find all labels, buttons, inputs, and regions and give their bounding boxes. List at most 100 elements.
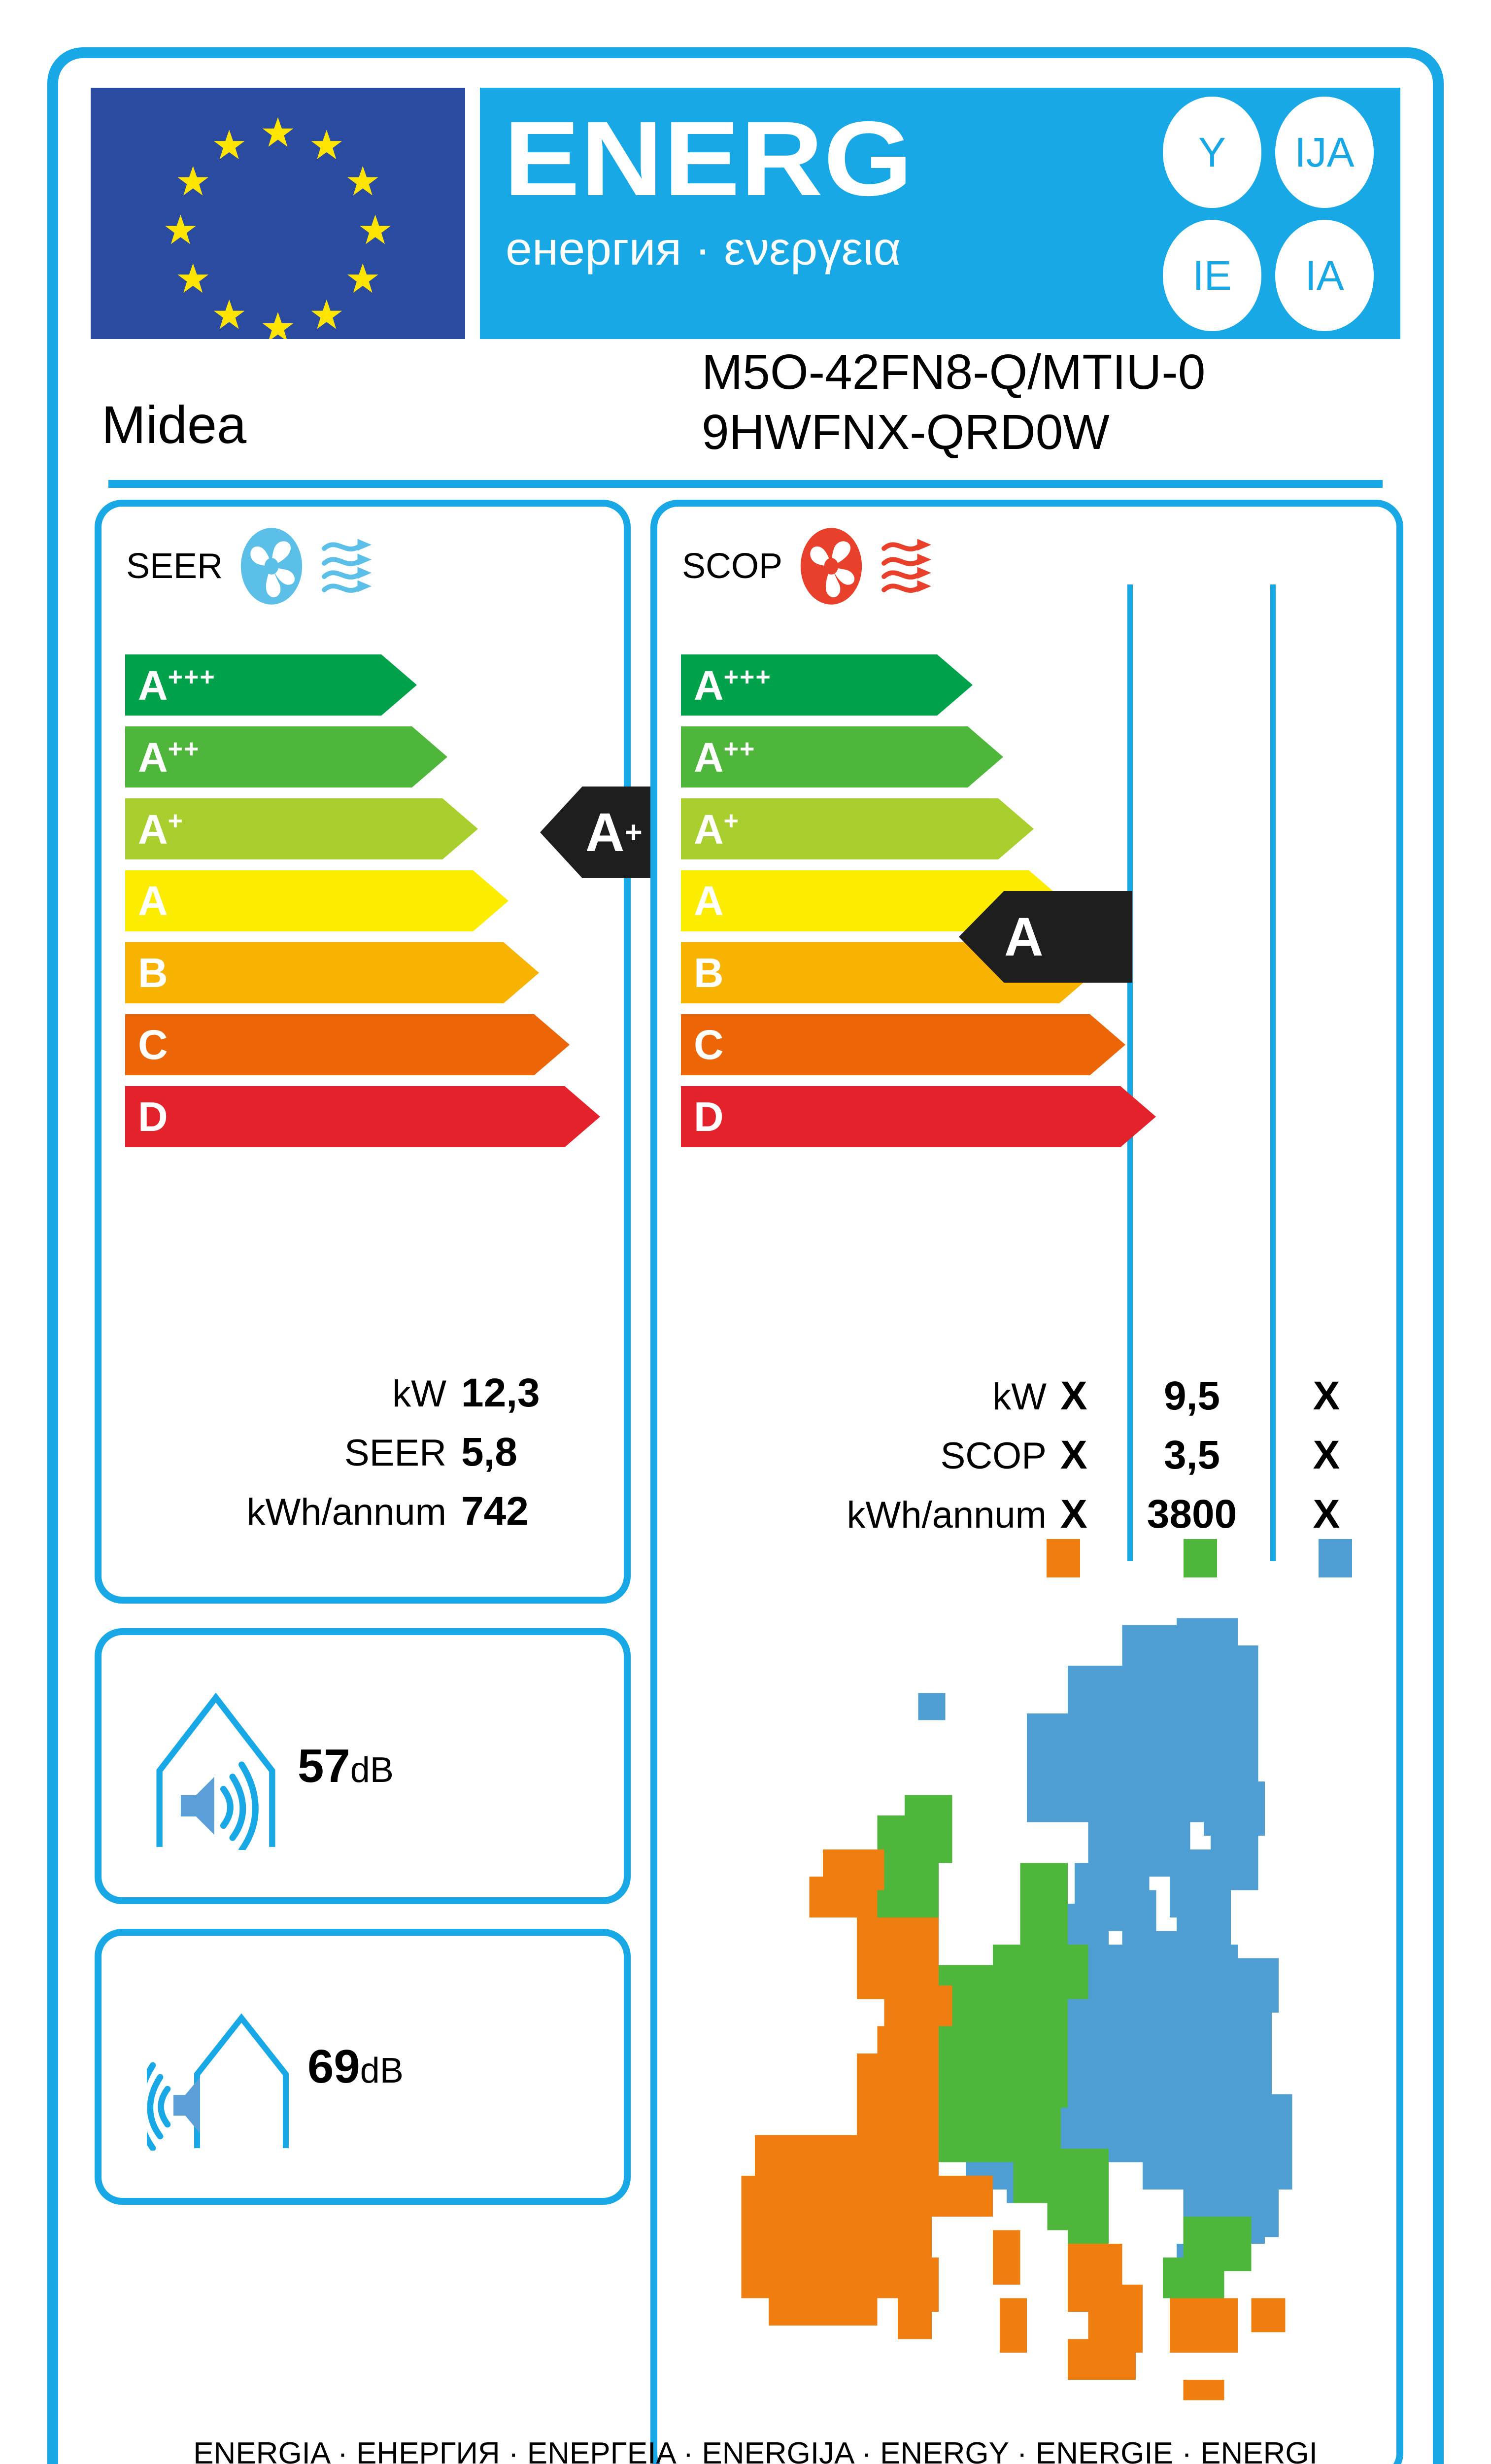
label-header: ENERG енергия · ενεργεια Y IJA IE IA	[91, 88, 1400, 339]
indoor-noise-value-group: 57dB	[298, 1739, 394, 1793]
energ-wordmark: ENERG	[504, 99, 914, 218]
scop-column-divider-2	[1270, 584, 1276, 1561]
model-line-1: M5O-42FN8-Q/MTIU-0	[702, 344, 1206, 400]
scop-column-divider-1	[1127, 584, 1133, 1561]
model-line-2: 9HWFNX-QRD0W	[702, 405, 1110, 460]
seer-rating-letter: A	[585, 802, 625, 863]
scop-class-bar-body: C	[681, 1014, 1090, 1075]
outdoor-noise-value-group: 69dB	[307, 2040, 404, 2094]
language-suffix-ovals: Y IJA IE IA	[1163, 97, 1380, 332]
scop-class-bar-tip	[968, 726, 1003, 787]
seer-class-bar-body: B	[125, 942, 504, 1003]
scop-class-bar-tip	[937, 654, 973, 716]
seer-panel-header: SEER	[126, 527, 415, 605]
scop-class-bar: C	[681, 1014, 1156, 1075]
scop-value-label: kWh/annum	[847, 1494, 1047, 1536]
scop-class-bar-body: A	[681, 870, 1029, 931]
scop-class-bar: A	[681, 870, 1156, 931]
scop-class-bar-label: D	[694, 1094, 724, 1140]
indoor-noise-row: 57dB	[102, 1635, 624, 1897]
scop-class-bar: D	[681, 1086, 1156, 1147]
seer-value-number: 5,8	[461, 1430, 517, 1474]
seer-class-bar-body: A+	[125, 798, 442, 859]
seer-class-bar-tip	[534, 1014, 570, 1075]
seer-class-bar-tip	[504, 942, 539, 1003]
seer-class-bar: A+++	[125, 654, 600, 716]
climate-swatch-warm	[1047, 1539, 1080, 1577]
seer-class-bar-label: C	[138, 1022, 168, 1068]
energ-logo-block: ENERG енергия · ενεργεια Y IJA IE IA	[480, 88, 1400, 339]
seer-class-bar: A+	[125, 798, 600, 859]
outdoor-noise-value: 69	[307, 2040, 360, 2093]
scop-value-warm: X	[1060, 1433, 1087, 1477]
scop-class-bar-tip	[1120, 1086, 1156, 1147]
scop-panel-header: SCOP	[682, 527, 975, 605]
scop-class-bar-plus: +++	[723, 662, 772, 691]
scop-class-bar-tip	[998, 798, 1034, 859]
outdoor-noise-row: 69dB	[102, 1936, 624, 2198]
seer-class-bar-body: A	[125, 870, 473, 931]
seer-value-label: SEER	[344, 1432, 446, 1474]
scop-value-row: kWh/annum X 3800 X	[657, 1491, 1396, 1541]
scop-value-average: 9,5	[1164, 1373, 1220, 1418]
scop-class-bar-label: C	[694, 1022, 724, 1068]
climate-swatch-average	[1184, 1539, 1217, 1577]
scop-class-bar: A+++	[681, 654, 1156, 716]
climate-swatch-cold	[1319, 1539, 1352, 1577]
seer-value-number: 742	[461, 1489, 529, 1534]
scop-class-bar-body: A++	[681, 726, 968, 787]
oval-suffix-ia: IA	[1275, 220, 1374, 331]
seer-class-bar-label: A+++	[138, 662, 216, 709]
seer-class-bar: A++	[125, 726, 600, 787]
outdoor-noise-unit: dB	[360, 2051, 404, 2090]
seer-class-bar-label: D	[138, 1094, 168, 1140]
seer-class-bar-body: A+++	[125, 654, 381, 716]
heat-airflow-arrows-icon	[881, 539, 932, 593]
scop-value-warm: X	[1060, 1373, 1087, 1418]
panels-area: SEER	[91, 500, 1403, 2464]
seer-class-bar-body: D	[125, 1086, 565, 1147]
seer-class-bar-label: A++	[138, 734, 200, 781]
scop-value-cold: X	[1313, 1433, 1340, 1477]
seer-value-number: 12,3	[461, 1370, 540, 1415]
scop-value-average: 3800	[1147, 1492, 1237, 1537]
scop-panel: SCOP	[650, 500, 1403, 2464]
scop-class-bar-tip	[1090, 1014, 1125, 1075]
seer-rating-sup: +	[624, 815, 643, 850]
seer-class-bar-tip	[473, 870, 508, 931]
scop-value-row: SCOP X 3,5 X	[657, 1432, 1396, 1482]
seer-panel: SEER	[95, 500, 703, 1604]
climate-zone-swatches	[657, 1539, 1396, 1581]
brand-model-row: Midea M5O-42FN8-Q/MTIU-0 9HWFNX-QRD0W	[91, 339, 1400, 488]
seer-class-bar-plus: ++	[168, 734, 200, 763]
heating-fan-icon	[800, 528, 862, 605]
seer-value-label: kW	[392, 1373, 446, 1415]
scop-class-bar-label: A+++	[694, 662, 772, 709]
seer-class-bar-tip	[565, 1086, 600, 1147]
seer-title: SEER	[126, 547, 223, 586]
cooling-fan-icon	[240, 528, 303, 605]
seer-class-bar-tip	[412, 726, 447, 787]
seer-value-label: kWh/annum	[246, 1491, 447, 1533]
seer-class-bar-label: A	[138, 878, 168, 924]
seer-class-scale: A+++ A++ A+ A B C D	[125, 654, 600, 1158]
seer-class-bar-plus: +	[168, 806, 184, 835]
scop-class-bar: A++	[681, 726, 1156, 787]
seer-value-row: SEER 5,8	[102, 1432, 624, 1482]
cool-airflow-arrows-icon	[322, 539, 372, 593]
seer-class-bar-plus: +++	[168, 662, 216, 691]
energ-subtitle: енергия · ενεργεια	[506, 223, 901, 275]
scop-title: SCOP	[682, 547, 783, 586]
scop-class-bar-label: A+	[694, 806, 740, 853]
brand-name: Midea	[102, 395, 247, 454]
oval-suffix-ie: IE	[1163, 220, 1261, 331]
seer-class-bar: C	[125, 1014, 600, 1075]
scop-class-bar-plus: +	[723, 806, 740, 835]
scop-value-label: kW	[992, 1376, 1047, 1418]
indoor-sound-house-icon	[156, 1692, 275, 1850]
header-divider	[108, 480, 1383, 488]
scop-class-scale: A+++ A++ A+ A B C D	[681, 654, 1156, 1158]
scop-class-bar: A+	[681, 798, 1156, 859]
scop-value-warm: X	[1060, 1492, 1087, 1537]
